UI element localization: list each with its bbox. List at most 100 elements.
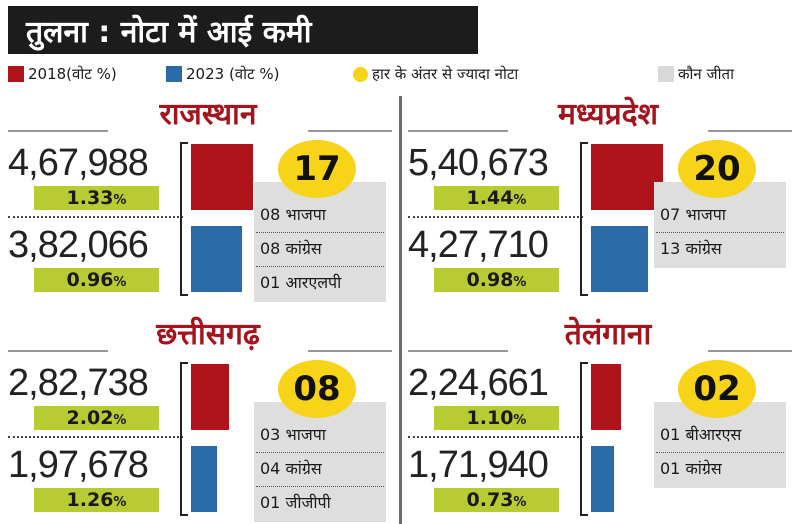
state-name-rule-right bbox=[708, 130, 792, 132]
legend-label: हार के अंतर से ज्यादा नोटा bbox=[372, 65, 519, 83]
legend-dot-swatch bbox=[353, 66, 368, 82]
bar-bracket bbox=[580, 362, 588, 516]
winner-separator bbox=[256, 232, 384, 233]
legend-swatch bbox=[8, 66, 24, 82]
percent-sign: % bbox=[113, 275, 127, 290]
series-separator bbox=[408, 216, 583, 218]
legend-item: 2023 (वोट %) bbox=[166, 62, 279, 86]
percent-value: 0.98 bbox=[466, 269, 514, 291]
winner-box: 08 भाजपा 08 कांग्रेस 01 आरएलपी bbox=[254, 182, 386, 302]
percent-value: 1.10 bbox=[466, 407, 514, 429]
percent-2018-badge: 1.33% bbox=[34, 186, 159, 210]
percent-2018-badge: 1.10% bbox=[434, 406, 559, 430]
percent-2018-badge: 1.44% bbox=[434, 186, 559, 210]
legend-swatch bbox=[658, 66, 674, 82]
bar-bracket bbox=[580, 142, 588, 296]
percent-sign: % bbox=[113, 413, 127, 428]
winner-separator bbox=[256, 486, 384, 487]
winner-item: 01 कांग्रेस bbox=[660, 459, 722, 478]
percent-2023-badge: 0.96% bbox=[34, 268, 159, 292]
percent-value: 1.26 bbox=[66, 489, 114, 511]
percent-value: 2.02 bbox=[66, 407, 114, 429]
winner-item: 01 बीआरएस bbox=[660, 425, 742, 444]
bar-2023 bbox=[191, 446, 217, 512]
panel-divider bbox=[399, 96, 402, 524]
series-separator bbox=[8, 216, 183, 218]
votes-2018: 4,67,988 bbox=[8, 142, 149, 184]
winner-item: 01 जीजीपी bbox=[260, 493, 331, 512]
legend-item: 2018(वोट %) bbox=[8, 62, 117, 86]
state-panel: छत्तीसगढ़ 2,82,738 2.02% 1,97,678 1.26% 03 भा… bbox=[8, 312, 396, 524]
percent-value: 1.44 bbox=[466, 187, 514, 209]
bar-2018 bbox=[591, 144, 663, 210]
state-panel: राजस्थान 4,67,988 1.33% 3,82,066 0.96% 08 भाज… bbox=[8, 92, 396, 304]
percent-sign: % bbox=[513, 193, 527, 208]
percent-sign: % bbox=[113, 193, 127, 208]
state-name-rule-left bbox=[8, 130, 108, 132]
bar-2018 bbox=[191, 364, 229, 430]
state-name: राजस्थान bbox=[159, 97, 257, 132]
state-name-rule-left bbox=[408, 130, 508, 132]
bar-bracket bbox=[180, 142, 188, 296]
state-panel: मध्यप्रदेश 5,40,673 1.44% 4,27,710 0.98% 07 भ… bbox=[408, 92, 796, 304]
state-name: छत्तीसगढ़ bbox=[156, 317, 260, 352]
winner-item: 01 आरएलपी bbox=[260, 273, 342, 292]
series-separator bbox=[8, 436, 183, 438]
winner-item: 04 कांग्रेस bbox=[260, 459, 322, 478]
votes-2018: 2,24,661 bbox=[408, 362, 549, 404]
series-separator bbox=[408, 436, 583, 438]
percent-sign: % bbox=[513, 495, 527, 510]
bar-2018 bbox=[191, 144, 253, 210]
percent-2018-badge: 2.02% bbox=[34, 406, 159, 430]
bar-2023 bbox=[191, 226, 242, 292]
bar-2018 bbox=[591, 364, 621, 430]
votes-2023: 1,97,678 bbox=[8, 444, 149, 486]
bar-bracket bbox=[180, 362, 188, 516]
votes-2018: 2,82,738 bbox=[8, 362, 149, 404]
page-title: तुलना : नोटा में आई कमी bbox=[26, 15, 312, 50]
votes-2023: 4,27,710 bbox=[408, 224, 549, 266]
legend-item: कौन जीता bbox=[658, 62, 734, 86]
bar-2023 bbox=[591, 226, 648, 292]
legend-label: कौन जीता bbox=[678, 65, 734, 83]
state-panel: तेलंगाना 2,24,661 1.10% 1,71,940 0.73% 01 बीआ… bbox=[408, 312, 796, 524]
legend-label: 2018(वोट %) bbox=[28, 65, 117, 83]
winner-separator bbox=[256, 266, 384, 267]
nota-seat-count-badge: 02 bbox=[678, 360, 756, 418]
winner-separator bbox=[656, 452, 784, 453]
state-name-rule-right bbox=[308, 350, 392, 352]
state-name: तेलंगाना bbox=[564, 317, 652, 352]
nota-seat-count-badge: 20 bbox=[678, 140, 756, 198]
winner-item: 07 भाजपा bbox=[660, 205, 726, 224]
winner-item: 08 भाजपा bbox=[260, 205, 326, 224]
winner-item: 08 कांग्रेस bbox=[260, 239, 322, 258]
state-name-rule-right bbox=[708, 350, 792, 352]
percent-2023-badge: 0.73% bbox=[434, 488, 559, 512]
percent-sign: % bbox=[113, 495, 127, 510]
state-name: मध्यप्रदेश bbox=[557, 97, 659, 132]
title-bar: तुलना : नोटा में आई कमी bbox=[8, 6, 478, 54]
percent-value: 0.96 bbox=[66, 269, 114, 291]
percent-2023-badge: 1.26% bbox=[34, 488, 159, 512]
nota-seat-count-badge: 08 bbox=[278, 360, 356, 418]
legend-label: 2023 (वोट %) bbox=[186, 65, 280, 83]
winner-item: 03 भाजपा bbox=[260, 425, 326, 444]
percent-sign: % bbox=[513, 275, 527, 290]
legend-item: हार के अंतर से ज्यादा नोटा bbox=[353, 62, 518, 86]
votes-2023: 1,71,940 bbox=[408, 444, 549, 486]
legend: 2018(वोट %) 2023 (वोट %) हार के अंतर से ज्… bbox=[8, 62, 798, 86]
votes-2023: 3,82,066 bbox=[8, 224, 149, 266]
winner-item: 13 कांग्रेस bbox=[660, 239, 722, 258]
percent-value: 0.73 bbox=[466, 489, 514, 511]
votes-2018: 5,40,673 bbox=[408, 142, 549, 184]
legend-swatch bbox=[166, 66, 182, 82]
state-name-rule-right bbox=[308, 130, 392, 132]
percent-sign: % bbox=[513, 413, 527, 428]
percent-value: 1.33 bbox=[66, 187, 114, 209]
state-name-rule-left bbox=[8, 350, 108, 352]
bar-2023 bbox=[591, 446, 614, 512]
nota-seat-count-badge: 17 bbox=[278, 140, 356, 198]
winner-separator bbox=[656, 232, 784, 233]
winner-box: 03 भाजपा 04 कांग्रेस 01 जीजीपी bbox=[254, 402, 386, 522]
state-name-rule-left bbox=[408, 350, 508, 352]
